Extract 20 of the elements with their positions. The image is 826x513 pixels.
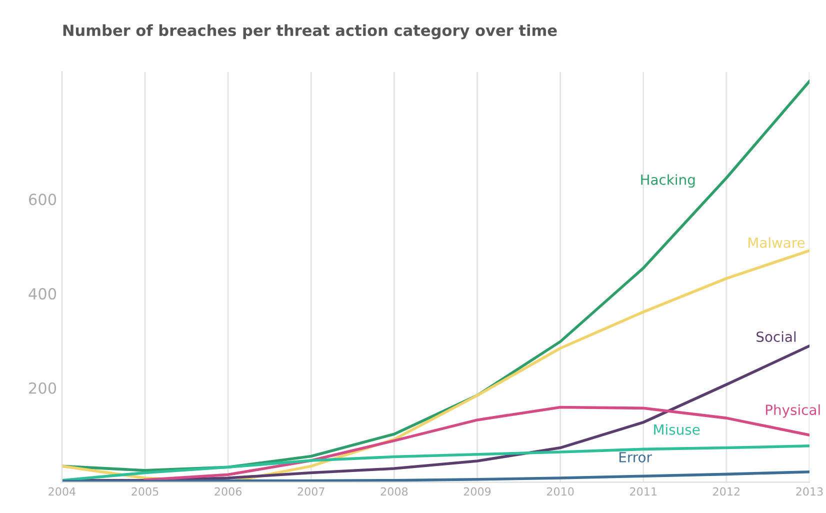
x-tick-label: 2006 — [214, 487, 242, 496]
chart-title: Number of breaches per threat action category over time — [63, 24, 557, 40]
x-tick-label: 2012 — [713, 487, 740, 496]
series-label: Error — [619, 452, 652, 462]
x-tick-label: 2005 — [132, 487, 158, 496]
x-tick-label: 2007 — [298, 487, 324, 496]
x-tick-label: 2009 — [464, 487, 491, 496]
x-tick-label: 2011 — [630, 487, 656, 496]
x-tick-label: 2010 — [546, 487, 574, 496]
y-tick-label: 600 — [28, 194, 56, 206]
series-label: Social — [756, 331, 796, 342]
series-label: Physical — [766, 404, 820, 418]
series-label: Malware — [748, 237, 805, 248]
series-label: Hacking — [641, 174, 695, 188]
x-tick-label: 2008 — [380, 487, 408, 496]
y-tick-label: 200 — [29, 382, 56, 394]
y-tick-label: 400 — [28, 288, 56, 300]
x-tick-label: 2013 — [796, 487, 823, 496]
series-label: Misuse — [654, 424, 700, 435]
x-tick-label: 2004 — [48, 487, 76, 496]
